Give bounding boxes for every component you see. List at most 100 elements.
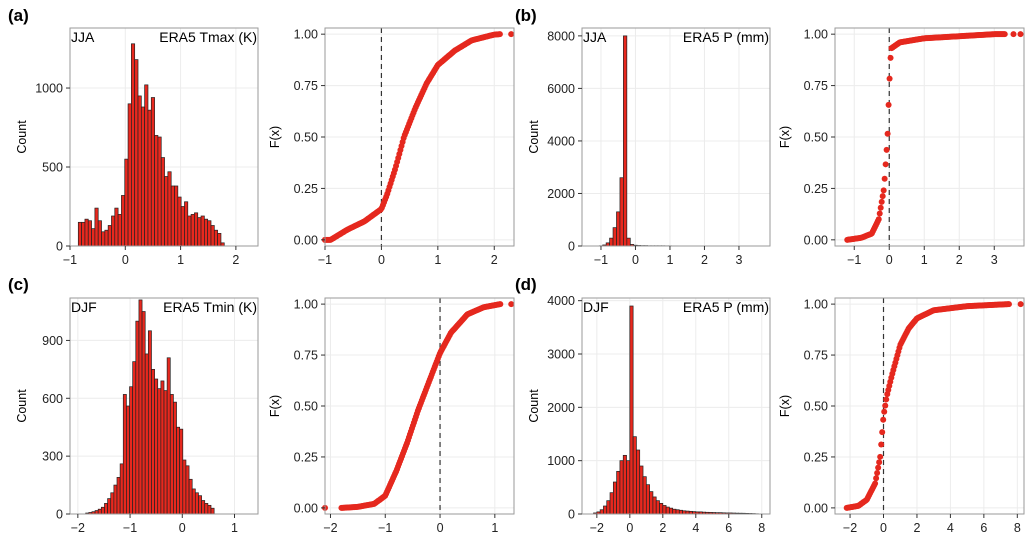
x-tick-label: 3 — [991, 253, 998, 267]
histogram-bar — [167, 171, 172, 247]
histogram-bar — [619, 460, 624, 515]
cdf-point — [886, 75, 893, 82]
histogram-bar — [113, 484, 118, 515]
histogram-bar — [138, 299, 143, 515]
season-label: DJF — [71, 299, 97, 315]
histogram-bar — [672, 508, 677, 515]
y-tick-label: 0.25 — [294, 450, 318, 464]
histogram-bar — [204, 218, 209, 247]
cdf-point — [881, 408, 888, 415]
x-tick-label: 0 — [179, 521, 186, 535]
histogram-bar — [163, 390, 168, 515]
histogram-bar — [169, 394, 174, 515]
cdf-point — [885, 101, 892, 108]
y-tick-label: 0.25 — [294, 182, 318, 196]
histogram-bar — [665, 506, 670, 515]
y-tick-label: 1.00 — [294, 28, 318, 42]
histogram-bar — [629, 305, 634, 515]
histogram-bar — [117, 214, 122, 247]
plot-b-hist: −1 0 1 2 3 0 2000 4000 6000 8000 Count JJA ERA5 P (m… — [527, 27, 771, 267]
histogram-bar — [135, 320, 140, 515]
plot-a-cdf: −1 0 1 2 0.00 0.25 0.50 0.75 1.00 F(x) — [268, 27, 515, 267]
histogram-bar — [612, 481, 617, 515]
cdf-point — [874, 469, 881, 476]
y-tick-label: 0.25 — [804, 182, 828, 196]
histogram-bar — [132, 361, 137, 515]
cdf-point — [879, 429, 886, 436]
histogram-bar — [174, 185, 179, 247]
y-tick-label: 1.00 — [804, 28, 828, 42]
histogram-bar — [184, 201, 189, 247]
y-tick-label: 0 — [56, 508, 63, 522]
y-tick-label: 300 — [42, 450, 63, 464]
histogram-bar — [147, 330, 152, 515]
y-tick-label: 500 — [42, 161, 63, 175]
histogram-bar — [134, 59, 139, 247]
histogram-bar — [144, 353, 149, 515]
plot-border — [69, 27, 259, 247]
x-tick-label: 8 — [758, 521, 765, 535]
histogram-bar — [176, 426, 181, 515]
histogram-bar — [111, 215, 116, 247]
histogram-bar — [147, 109, 152, 247]
histogram-bar — [144, 84, 149, 247]
histogram-bar — [173, 401, 177, 515]
x-tick-label: −1 — [847, 253, 861, 267]
x-tick-label: −2 — [323, 521, 337, 535]
histogram-bar — [197, 217, 202, 247]
histogram-bar — [129, 386, 134, 515]
histogram-bar — [612, 227, 617, 247]
y-tick-label: 1000 — [547, 454, 575, 468]
x-tick-label: 3 — [735, 253, 742, 267]
cdf-point — [878, 198, 885, 205]
y-tick-label: 0.50 — [294, 131, 318, 145]
histogram-bar — [669, 507, 674, 515]
variable-title: ERA5 P (mm) — [683, 29, 769, 45]
y-tick-label: 0.00 — [804, 501, 828, 515]
histogram-bar — [213, 229, 218, 247]
histogram-bar — [121, 195, 126, 247]
plot-border — [581, 297, 771, 515]
cdf-point — [876, 210, 883, 217]
y-tick-label: 2000 — [547, 187, 575, 201]
plot-d-hist: −2 0 2 4 6 8 0 1000 2000 3000 4000 Count DJF ERA5 P (… — [527, 294, 771, 535]
x-tick-label: 8 — [1014, 521, 1021, 535]
variable-title: ERA5 Tmax (K) — [159, 29, 257, 45]
plot-background — [582, 28, 770, 246]
y-tick-label: 3000 — [547, 348, 575, 362]
cdf-outlier-point — [1017, 301, 1024, 308]
histogram-bar — [127, 103, 132, 247]
y-axis-label: Count — [527, 120, 541, 154]
cdf-point — [875, 216, 882, 223]
histogram-bar — [179, 428, 184, 515]
x-tick-label: 0 — [122, 253, 129, 267]
x-tick-label: −1 — [318, 253, 332, 267]
histogram-bar — [87, 220, 92, 247]
x-tick-label: −2 — [590, 521, 604, 535]
y-axis-label: F(x) — [268, 395, 282, 417]
x-tick-label: 2 — [659, 521, 666, 535]
histogram-bar — [119, 463, 124, 515]
histogram-bar — [201, 500, 206, 515]
histogram-bar — [160, 380, 165, 515]
histogram-bar — [116, 477, 121, 515]
y-axis-label: Count — [15, 120, 29, 154]
x-tick-label: 0 — [437, 521, 444, 535]
plot-border — [581, 27, 771, 247]
histogram-bar — [619, 177, 624, 247]
cdf-point — [883, 396, 890, 403]
x-tick-label: −1 — [378, 521, 392, 535]
histogram-bar — [114, 207, 119, 247]
x-tick-label: 1 — [666, 253, 673, 267]
y-tick-label: 0.50 — [804, 131, 828, 145]
histogram-bar — [210, 225, 215, 247]
y-tick-label: 0.75 — [804, 349, 828, 363]
histogram-bar — [164, 176, 169, 247]
y-axis-label: F(x) — [778, 395, 792, 417]
histogram-bar — [655, 500, 660, 515]
y-axis-label: F(x) — [268, 126, 282, 148]
histogram-bar — [642, 476, 647, 515]
